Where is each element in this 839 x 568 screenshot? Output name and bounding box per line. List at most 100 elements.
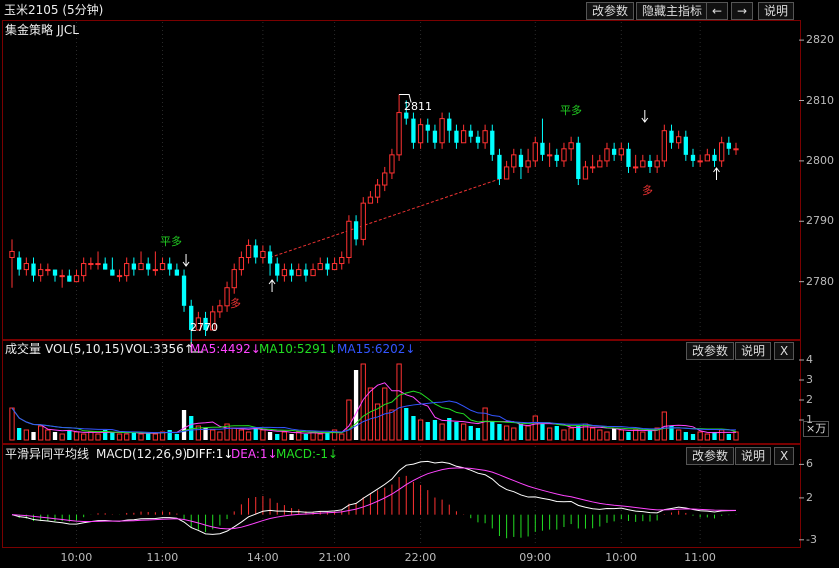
volume-bar (73, 431, 80, 441)
y-tick-label: 2820 (806, 33, 834, 47)
candle-body (447, 118, 452, 131)
candle-body (267, 251, 273, 264)
candle-body (532, 142, 538, 162)
vol-unit-label: ×万 (803, 421, 830, 437)
macd-pane-name: 平滑异同平均线 (5, 447, 90, 461)
candle-body (81, 263, 87, 277)
volume-bar (632, 429, 639, 441)
volume-bar (676, 429, 682, 441)
candle-body (439, 118, 445, 144)
volume-bar (138, 433, 144, 441)
volume-bar (432, 420, 438, 440)
candle-body (647, 160, 653, 167)
candle-body (704, 154, 710, 162)
signal-arrow (713, 167, 720, 180)
candle-body (404, 112, 409, 119)
signal-long-1: 多 (230, 297, 241, 310)
volume-bar (38, 425, 44, 441)
candle-body (9, 250, 15, 258)
hide-main-indicator-button[interactable]: 隐藏主指标 (636, 2, 709, 20)
y-tick-label: 2810 (806, 93, 834, 107)
volume-bar (712, 432, 717, 440)
vol-y-tick-label: 2 (806, 393, 813, 406)
macd-help-button[interactable]: 说明 (735, 447, 772, 465)
candle-body (425, 124, 430, 131)
vol-help-button[interactable]: 说明 (735, 342, 772, 360)
candle-body (217, 305, 223, 313)
candle-body (554, 154, 559, 161)
low-label: 2770 (190, 321, 218, 334)
volume-bar (404, 408, 409, 440)
candle-body (317, 263, 323, 271)
volume-bar (88, 431, 94, 441)
volume-bar (669, 426, 674, 440)
candle-body (45, 269, 51, 272)
volume-bar (195, 425, 202, 441)
vol-y-tick-label: 4 (806, 353, 813, 366)
volume-bar (475, 428, 481, 440)
candle-body (310, 269, 316, 277)
arrow-left-button[interactable]: ← (706, 2, 729, 20)
volume-bar (296, 431, 302, 441)
candle-body (296, 269, 302, 277)
macd-dea-line (11, 467, 737, 530)
signal-close-long-2: 平多 (560, 104, 582, 117)
signal-arrow (641, 110, 649, 123)
vol-ma-line (11, 390, 737, 434)
volume-bar (189, 416, 194, 440)
candle-body (210, 311, 216, 331)
candle-body (497, 154, 502, 179)
candle-body (654, 160, 660, 168)
candle-body (67, 275, 72, 282)
signal-arrow (182, 254, 190, 267)
candle-body (697, 160, 703, 163)
volume-bar (331, 429, 338, 441)
volume-pane (2, 340, 801, 444)
volume-bar (339, 433, 345, 441)
volume-bar (267, 432, 273, 440)
volume-bar (554, 426, 559, 440)
x-tick-label: 11:00 (684, 551, 716, 564)
volume-bar (604, 431, 610, 441)
candle-body (238, 257, 245, 271)
vol-ma-line (11, 382, 736, 434)
volume-bar (124, 433, 130, 441)
main-indicator-label: 集金策略 JJCL (5, 23, 79, 37)
low-marker (190, 342, 204, 353)
candle-body (661, 130, 667, 162)
candle-body (690, 154, 696, 161)
arrow-right-button[interactable]: → (731, 2, 754, 20)
candle-body (325, 263, 330, 270)
signal-close-long-1: 平多 (160, 235, 182, 248)
volume-bar (275, 434, 280, 440)
candle-body (224, 287, 230, 307)
volume-bar (389, 409, 395, 441)
volume-bar (59, 433, 65, 441)
volume-bar (367, 387, 374, 441)
volume-bar (518, 424, 524, 440)
y-tick-label: 2780 (806, 274, 834, 288)
vol-change-params-button[interactable]: 改参数 (686, 342, 735, 360)
candle-body (353, 221, 359, 240)
candle-body (38, 269, 44, 277)
vol-close-button[interactable]: X (774, 342, 795, 360)
candle-body (382, 172, 388, 186)
help-button[interactable]: 说明 (758, 2, 795, 20)
candle-body (374, 184, 381, 198)
volume-bar (174, 434, 180, 440)
candle-body (518, 154, 524, 167)
candle-body (303, 269, 309, 276)
high-label: 2811 (404, 100, 432, 113)
volume-bar (497, 424, 502, 440)
volume-bar (325, 432, 330, 440)
volume-bar (245, 431, 252, 441)
chart-title: 玉米2105 (5分钟) (4, 3, 104, 17)
volume-bar (152, 433, 159, 441)
macd-close-button[interactable]: X (774, 447, 795, 465)
change-params-button[interactable]: 改参数 (586, 2, 635, 20)
volume-bar (597, 429, 603, 441)
candle-body (73, 275, 80, 283)
candle-body (88, 263, 94, 266)
macd-change-params-button[interactable]: 改参数 (686, 447, 735, 465)
candle-body (540, 142, 545, 155)
